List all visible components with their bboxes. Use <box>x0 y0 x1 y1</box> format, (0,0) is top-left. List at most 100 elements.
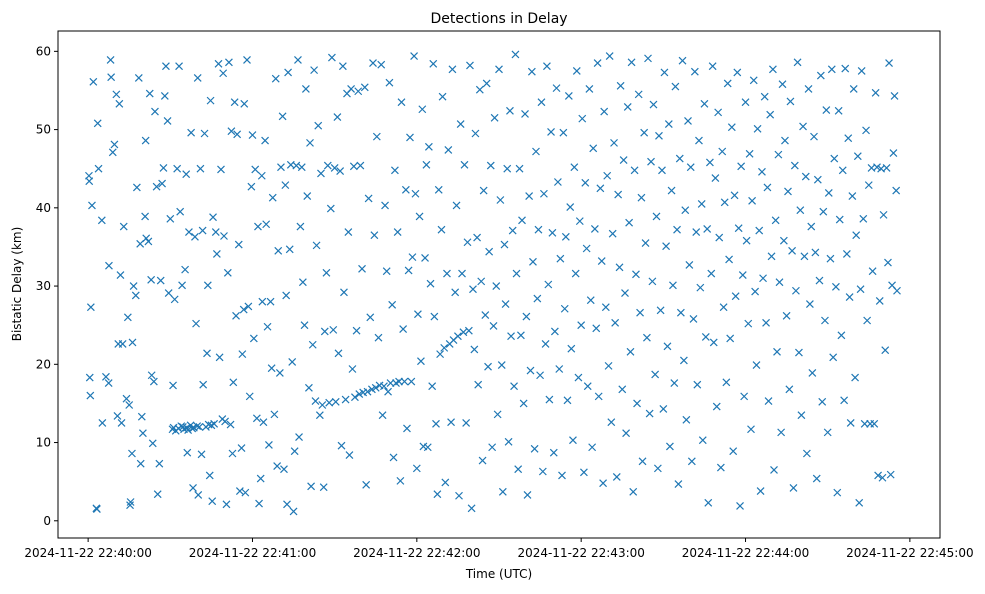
data-point <box>647 157 655 166</box>
data-point <box>227 127 236 136</box>
data-point <box>249 334 258 343</box>
data-point <box>320 327 329 336</box>
data-point <box>274 246 283 255</box>
y-tick-label: 20 <box>36 357 51 371</box>
data-point <box>123 313 132 322</box>
data-point <box>196 164 205 173</box>
data-point <box>523 491 532 499</box>
data-point <box>434 185 443 194</box>
data-point <box>747 425 755 434</box>
data-point <box>224 58 233 67</box>
data-point <box>176 207 185 216</box>
data-point <box>235 487 244 495</box>
data-point <box>718 147 727 156</box>
data-point <box>233 130 242 139</box>
data-point <box>462 419 471 427</box>
data-point <box>736 501 744 510</box>
data-point <box>453 332 462 341</box>
data-point <box>804 84 813 93</box>
data-point <box>385 78 394 87</box>
y-tick-label: 40 <box>36 201 51 215</box>
data-point <box>212 250 221 258</box>
data-point <box>740 392 749 401</box>
data-point <box>791 286 800 295</box>
data-point <box>443 269 451 278</box>
data-point <box>588 443 597 452</box>
data-point <box>496 196 505 204</box>
data-point <box>796 206 805 215</box>
data-point <box>652 212 661 221</box>
data-point <box>856 285 865 294</box>
data-point <box>437 225 446 234</box>
data-point <box>521 110 529 118</box>
data-point <box>348 365 357 373</box>
data-point <box>536 371 545 380</box>
data-point <box>131 291 140 300</box>
data-point <box>381 201 389 210</box>
data-point <box>569 436 577 445</box>
data-point <box>690 67 699 76</box>
data-point <box>511 50 520 59</box>
data-point <box>370 231 379 240</box>
data-point <box>859 214 868 223</box>
data-point <box>203 349 211 358</box>
data-point <box>701 332 710 341</box>
data-point <box>226 420 235 429</box>
data-point <box>862 126 870 135</box>
data-point <box>622 429 631 438</box>
data-point <box>199 380 208 389</box>
data-point <box>615 263 624 272</box>
data-point <box>415 212 424 221</box>
data-point <box>89 77 98 86</box>
data-point <box>585 84 594 93</box>
data-point <box>426 279 435 288</box>
data-point <box>459 328 468 337</box>
data-point <box>810 132 818 141</box>
data-point <box>340 288 348 297</box>
data-point <box>441 478 450 487</box>
data-point <box>271 74 280 83</box>
data-point <box>697 199 706 208</box>
data-point <box>495 65 503 74</box>
data-point <box>752 361 761 370</box>
data-point <box>217 165 225 174</box>
data-point <box>294 56 302 64</box>
data-point <box>438 92 447 101</box>
data-point <box>571 269 580 278</box>
data-point <box>220 232 228 240</box>
data-point <box>418 105 427 114</box>
data-point <box>640 128 649 137</box>
data-point <box>166 214 175 223</box>
data-point <box>349 162 358 171</box>
data-point <box>778 80 787 89</box>
data-point <box>413 310 422 319</box>
data-point <box>797 411 806 420</box>
data-point <box>708 62 717 71</box>
data-point <box>292 161 301 170</box>
data-point <box>868 267 877 276</box>
data-point <box>203 281 212 290</box>
y-tick-label: 0 <box>43 514 51 528</box>
data-point <box>658 166 666 175</box>
data-point <box>842 250 851 258</box>
data-point <box>104 379 113 388</box>
data-point <box>429 59 438 68</box>
data-point <box>669 281 677 290</box>
data-point <box>567 344 576 353</box>
data-point <box>371 383 380 392</box>
x-tick-label: 2024-11-22 22:41:00 <box>189 546 316 560</box>
data-point <box>538 467 547 476</box>
data-point <box>644 54 652 63</box>
data-point <box>763 183 772 192</box>
data-point <box>696 283 705 292</box>
data-point <box>687 457 696 466</box>
data-point <box>232 311 240 320</box>
data-point <box>308 340 317 349</box>
y-tick-label: 60 <box>36 44 51 58</box>
data-point <box>835 215 844 224</box>
data-point <box>742 236 751 245</box>
data-point <box>785 385 794 394</box>
data-point <box>645 409 654 418</box>
data-point <box>93 119 102 128</box>
data-point <box>879 210 888 219</box>
